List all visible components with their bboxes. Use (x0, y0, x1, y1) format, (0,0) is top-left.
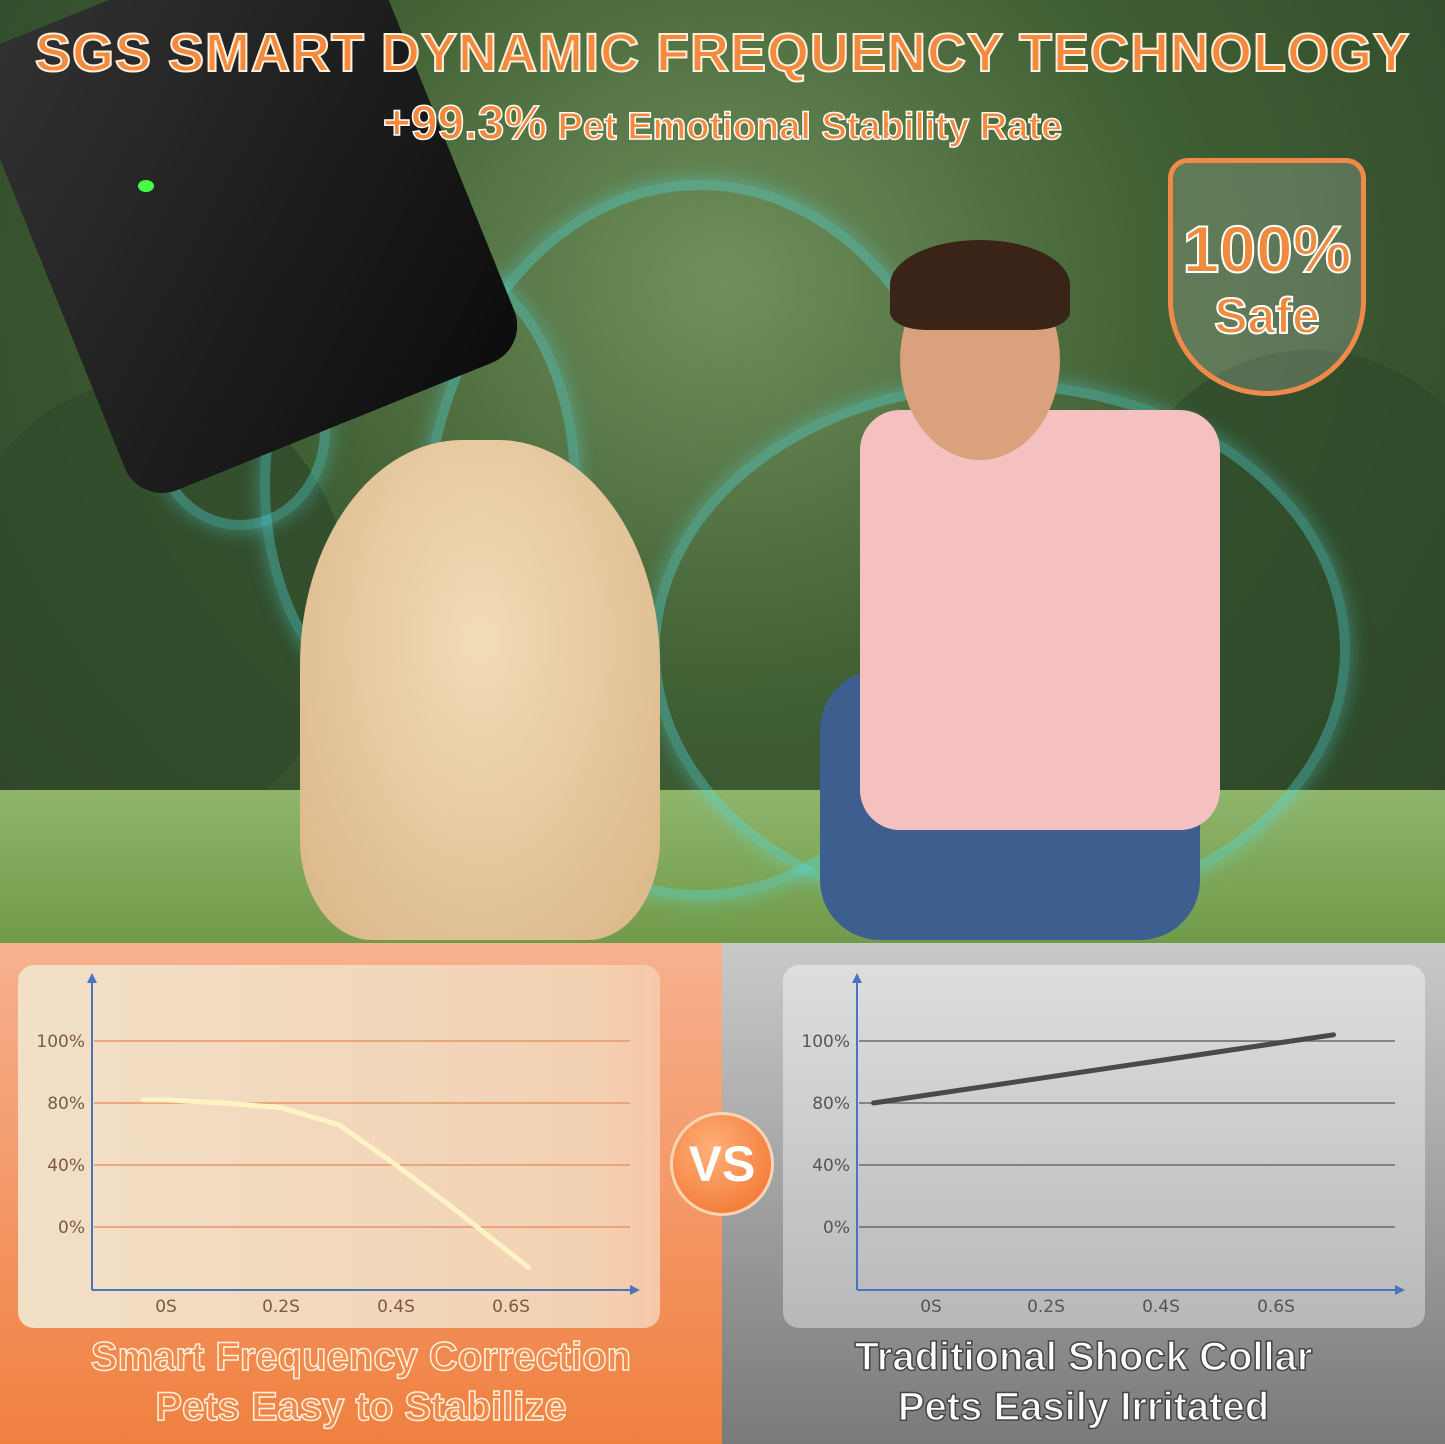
series-line (871, 1032, 1336, 1106)
vs-badge: VS (670, 1112, 774, 1216)
y-tick-label: 40% (812, 1156, 850, 1176)
series-line (140, 1097, 531, 1270)
x-tick-label: 0.4S (377, 1297, 415, 1317)
led-indicator (138, 180, 154, 192)
x-tick-label: 0.2S (1027, 1297, 1065, 1317)
stat-value: +99.3% (382, 96, 548, 151)
y-axis-arrow (852, 973, 862, 983)
stat-label: Pet Emotional Stability Rate (557, 105, 1063, 149)
x-axis-arrow (1395, 1285, 1405, 1295)
badge-percent: 100% (1182, 211, 1353, 287)
y-axis-arrow (87, 973, 97, 983)
x-tick-label: 0.2S (262, 1297, 300, 1317)
smart-frequency-panel: 100% 80% 40% 0% 0S 0.2S 0.4S 0.6S Smart Frequen… (0, 943, 722, 1444)
badge-safe: Safe (1213, 287, 1321, 345)
x-tick-label: 0S (920, 1297, 942, 1317)
shock-collar-panel: 100% 80% 40% 0% 0S 0.2S 0.4S 0.6S Traditional S… (722, 943, 1445, 1444)
x-tick-label: 0S (155, 1297, 177, 1317)
caption-line-1: Smart Frequency Correction (90, 1334, 632, 1380)
product-photo: SGS SMART DYNAMIC FREQUENCY TECHNOLOGY +… (0, 0, 1445, 945)
x-tick-label: 0.4S (1142, 1297, 1180, 1317)
dog (300, 440, 660, 940)
safe-shield-badge: 100% Safe (1168, 158, 1366, 396)
caption-line-1: Traditional Shock Collar (854, 1334, 1313, 1380)
y-tick-label: 0% (58, 1218, 85, 1238)
y-tick-label: 100% (36, 1032, 85, 1052)
caption-line-2: Pets Easily Irritated (897, 1384, 1270, 1430)
x-tick-label: 0.6S (492, 1297, 530, 1317)
shock-collar-chart: 100% 80% 40% 0% 0S 0.2S 0.4S 0.6S (783, 965, 1425, 1328)
y-tick-label: 80% (47, 1094, 85, 1114)
x-tick-label: 0.6S (1257, 1297, 1295, 1317)
man (820, 240, 1220, 940)
headline: SGS SMART DYNAMIC FREQUENCY TECHNOLOGY (34, 22, 1411, 84)
y-tick-label: 0% (823, 1218, 850, 1238)
smart-frequency-chart: 100% 80% 40% 0% 0S 0.2S 0.4S 0.6S (18, 965, 660, 1328)
y-tick-label: 40% (47, 1156, 85, 1176)
subheadline: +99.3% Pet Emotional Stability Rate (0, 96, 1445, 151)
caption-line-2: Pets Easy to Stabilize (155, 1384, 568, 1430)
y-tick-label: 80% (812, 1094, 850, 1114)
x-axis-arrow (630, 1285, 640, 1295)
y-tick-label: 100% (801, 1032, 850, 1052)
